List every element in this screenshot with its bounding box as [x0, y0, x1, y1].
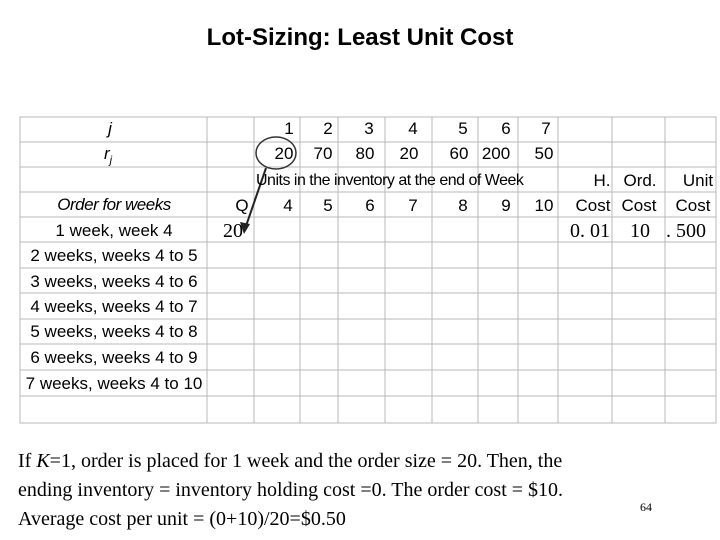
end-week-10: 10 [534, 196, 554, 215]
order-row-1-q: 20 [223, 220, 243, 242]
h-cost-header-line1: H. [593, 171, 611, 190]
requirement-week-1: 20 [274, 144, 294, 163]
arrow-head [240, 222, 250, 234]
requirement-week-2: 70 [313, 144, 333, 163]
table-border [19, 116, 717, 424]
unit-cost-header-line1: Unit [682, 171, 714, 190]
explanation-text: If K=1, order is placed for 1 week and t… [18, 447, 708, 534]
end-week-8: 8 [458, 196, 468, 215]
label-r-j: rj [104, 144, 113, 167]
arrow-line [245, 167, 267, 227]
week-6: 6 [501, 119, 511, 138]
order-row-6-label: 6 weeks, weeks 4 to 9 [30, 348, 198, 367]
end-week-4: 4 [283, 196, 293, 215]
week-7: 7 [541, 119, 551, 138]
order-for-weeks-header: Order for weeks [57, 195, 171, 214]
end-week-9: 9 [501, 196, 511, 215]
page-number: 64 [640, 500, 652, 514]
grid-lines [19, 116, 717, 424]
week-5: 5 [458, 119, 468, 138]
order-row-1-unit-cost: . 500 [666, 220, 706, 242]
end-week-7: 7 [408, 196, 418, 215]
q-header: Q [235, 196, 249, 215]
requirement-week-5: 60 [449, 144, 469, 163]
week-1: 1 [284, 119, 294, 138]
end-week-6: 6 [365, 196, 375, 215]
order-row-4-label: 4 weeks, weeks 4 to 7 [30, 297, 198, 316]
order-row-7-label: 7 weeks, weeks 4 to 10 [25, 374, 203, 393]
week-3: 3 [364, 119, 374, 138]
week-4: 4 [408, 119, 418, 138]
week-2: 2 [323, 119, 333, 138]
page-title: Lot-Sizing: Least Unit Cost [206, 24, 514, 51]
requirement-week-4: 20 [399, 144, 419, 163]
unit-cost-header-line2: Cost [675, 196, 711, 215]
highlight-circle [255, 136, 297, 170]
explanation-line-2: ending inventory = inventory holding cos… [18, 479, 564, 501]
k-variable: K [36, 450, 50, 472]
end-week-5: 5 [323, 196, 333, 215]
requirement-week-6: 200 [481, 144, 511, 163]
requirement-week-3: 80 [355, 144, 375, 163]
explanation-line-3: Average cost per unit = (0+10)/20=$0.50 [18, 508, 346, 530]
order-row-1-ord-cost: 10 [630, 220, 650, 242]
explanation-line-1: If K=1, order is placed for 1 week and t… [18, 450, 563, 472]
order-row-1-h-cost: 0. 01 [570, 220, 610, 242]
units-in-inventory-header: Units in the inventory at the end of Wee… [256, 172, 524, 189]
ord-cost-header-line2: Cost [621, 196, 657, 215]
requirement-week-7: 50 [534, 144, 554, 163]
ord-cost-header-line1: Ord. [623, 171, 657, 190]
label-j: j [108, 119, 112, 138]
order-row-3-label: 3 weeks, weeks 4 to 6 [30, 272, 198, 291]
order-row-5-label: 5 weeks, weeks 4 to 8 [30, 322, 198, 341]
h-cost-header-line2: Cost [575, 196, 611, 215]
order-row-1-label: 1 week, week 4 [55, 221, 173, 240]
order-row-2-label: 2 weeks, weeks 4 to 5 [30, 246, 198, 265]
